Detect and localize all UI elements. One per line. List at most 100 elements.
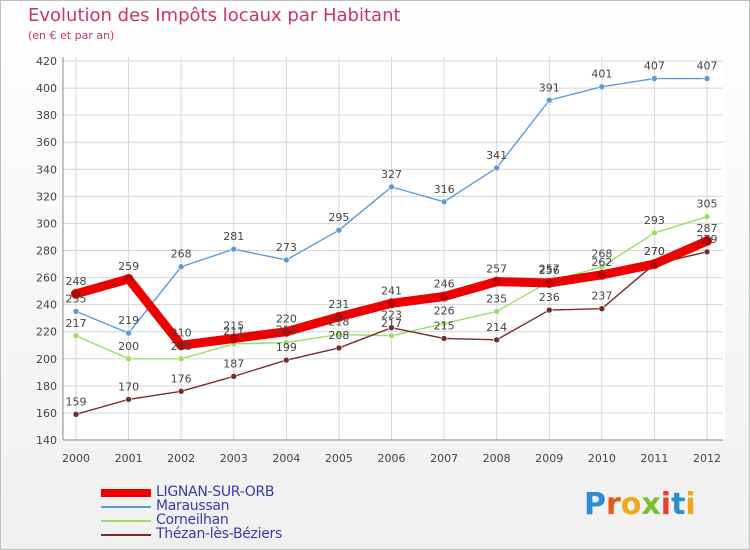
data-label: 293 — [644, 214, 665, 227]
data-point — [230, 373, 238, 380]
data-label: 217 — [381, 317, 402, 330]
y-tick-label: 280 — [36, 245, 57, 258]
data-point — [335, 331, 343, 338]
data-point — [702, 236, 712, 247]
data-label: 305 — [697, 198, 718, 211]
x-tick-label: 2001 — [115, 452, 143, 465]
x-tick-label: 2000 — [62, 452, 90, 465]
legend-swatch-maraussan — [101, 506, 151, 508]
data-label: 246 — [434, 278, 455, 291]
x-tick-label: 2011 — [640, 452, 668, 465]
data-label: 270 — [644, 245, 665, 258]
data-point — [493, 336, 500, 344]
y-tick-label: 200 — [36, 353, 57, 366]
data-label: 248 — [66, 275, 87, 288]
data-point — [649, 259, 660, 270]
data-label: 235 — [66, 292, 87, 305]
data-label: 231 — [328, 298, 349, 311]
data-point — [125, 329, 132, 337]
data-point — [651, 229, 658, 237]
data-label: 268 — [171, 248, 192, 261]
data-point — [72, 308, 80, 315]
data-label: 223 — [381, 309, 402, 322]
data-point — [598, 83, 606, 91]
logo-letter: o — [620, 487, 642, 522]
data-point — [125, 396, 132, 403]
logo-letter: P — [584, 487, 606, 522]
data-label: 256 — [539, 264, 560, 277]
data-point — [71, 288, 81, 299]
x-tick-label: 2002 — [167, 452, 195, 465]
data-label: 199 — [276, 341, 297, 354]
data-label: 268 — [591, 248, 612, 261]
x-tick-label: 2006 — [378, 452, 406, 465]
data-point — [545, 306, 553, 314]
data-label: 257 — [486, 263, 507, 276]
data-label: 279 — [697, 233, 718, 246]
data-point — [177, 263, 185, 271]
x-tick-label: 2012 — [693, 452, 721, 465]
data-label: 217 — [66, 317, 87, 330]
data-point — [335, 226, 343, 234]
data-point — [177, 387, 185, 395]
data-label: 241 — [381, 284, 402, 297]
data-labels: 235 219 268 281 273 295 327 316 341 391 401 407 407 2… — [66, 60, 718, 409]
logo-letter: i — [660, 487, 672, 522]
data-label: 235 — [486, 292, 507, 305]
data-label: 259 — [118, 260, 139, 273]
data-label: 208 — [328, 329, 349, 342]
x-tick-label: 2005 — [325, 452, 353, 465]
data-label: 270 — [644, 245, 665, 258]
grid-lines — [63, 57, 725, 441]
plot-area — [63, 57, 725, 440]
data-point — [491, 276, 502, 287]
data-point — [703, 213, 711, 220]
data-label: 215 — [223, 319, 244, 332]
data-label: 237 — [591, 290, 612, 303]
y-tick-label: 340 — [36, 163, 57, 176]
data-point — [493, 164, 500, 172]
data-label: 257 — [539, 263, 560, 276]
data-point — [440, 198, 448, 206]
data-point — [388, 324, 395, 331]
data-label: 295 — [328, 211, 349, 224]
data-label: 391 — [539, 81, 560, 94]
data-label: 220 — [276, 313, 297, 326]
data-label: 159 — [66, 395, 87, 408]
axes: 140 160 180 200 220 240 260 280 300 320 340 360 380 4… — [36, 55, 723, 465]
legend-swatch-thezan — [101, 534, 151, 536]
data-label: 281 — [223, 230, 244, 243]
y-tick-label: 140 — [36, 434, 57, 447]
data-point — [388, 183, 395, 191]
data-point — [230, 245, 238, 253]
x-tick-label: 2010 — [588, 452, 616, 465]
data-point — [545, 96, 553, 104]
y-tick-label: 420 — [36, 55, 57, 68]
data-point — [544, 277, 555, 288]
x-tick-label: 2003 — [220, 452, 248, 465]
data-label: 327 — [381, 168, 402, 181]
data-label: 401 — [591, 68, 612, 81]
data-point — [283, 356, 290, 364]
data-point — [440, 335, 448, 342]
data-label: 187 — [223, 357, 244, 370]
data-label: 215 — [434, 319, 455, 332]
data-label: 407 — [697, 60, 718, 73]
data-point — [386, 298, 397, 309]
proxiti-logo: Proxiti — [584, 487, 696, 522]
x-tick-label: 2009 — [535, 452, 563, 465]
data-point — [651, 75, 658, 82]
y-tick-label: 400 — [36, 82, 57, 95]
data-point — [703, 248, 711, 256]
legend-swatch-corneilhan — [101, 520, 151, 522]
data-point — [176, 340, 187, 351]
data-label: 219 — [118, 314, 139, 327]
data-label: 226 — [434, 305, 455, 318]
logo-letter: r — [606, 487, 621, 522]
y-tick-label: 160 — [36, 407, 57, 420]
y-tick-label: 260 — [36, 272, 57, 285]
data-point — [493, 308, 500, 315]
chart-title: Evolution des Impôts locaux par Habitant — [28, 5, 401, 26]
chart-subtitle: (en € et par an) — [28, 29, 115, 42]
